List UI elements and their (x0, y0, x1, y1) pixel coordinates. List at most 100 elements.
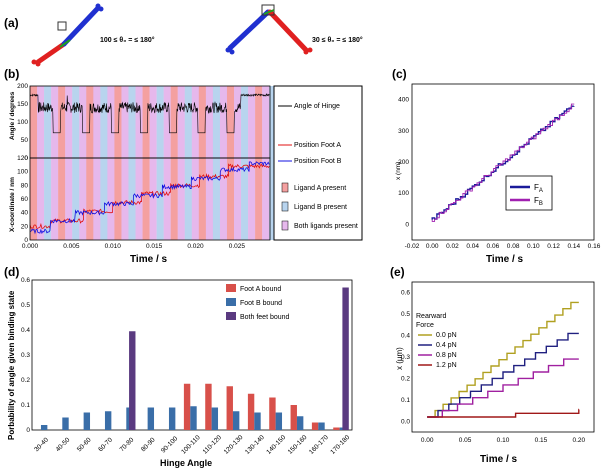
c-x-tick: 0.04 (466, 243, 479, 250)
c-legend: FA FB (505, 175, 553, 211)
legend-ligand-a: Ligand A present (294, 185, 346, 192)
b-bottom-y-tick: 60 (21, 196, 29, 203)
d-legend-b: Foot B bound (240, 300, 282, 307)
panel-d: (d) 0 0.1 0.2 0.3 0.4 0.5 0.6 30-40 40-50 50-60 60… (4, 265, 353, 468)
ligand-band (114, 86, 122, 240)
c-x-tick: 0.10 (527, 243, 540, 250)
b-bottom-y-tick: 40 (21, 210, 29, 217)
d-bar (129, 331, 136, 430)
d-bar (269, 397, 276, 430)
d-x-tick: 120-130 (223, 434, 245, 456)
d-y-tick: 0.5 (21, 302, 30, 309)
panel-d-label: (d) (4, 265, 19, 279)
c-x-tick: 0.06 (487, 243, 500, 250)
hinge-schematic-closed (225, 4, 313, 55)
panel-a-label: (a) (4, 16, 19, 30)
ligand-band (72, 86, 80, 240)
d-x-tick: 40-50 (55, 436, 72, 453)
b-top-y-tick: 50 (21, 137, 29, 144)
d-x-tick: 100-110 (180, 434, 202, 456)
d-bar (333, 427, 340, 430)
foot-position-line (29, 161, 270, 235)
d-x-tick: 50-60 (76, 436, 93, 453)
ligand-band (149, 86, 157, 240)
d-x-tick: 60-70 (97, 436, 114, 453)
ligand-band (135, 86, 143, 240)
b-x-tick: 0.010 (105, 243, 122, 250)
d-legend-c: Both feet bound (240, 314, 290, 321)
d-bar (342, 287, 349, 430)
d-legend: Foot A bound Foot B bound Both feet boun… (226, 284, 290, 321)
e-xlabel: Time / s (480, 454, 517, 465)
ligand-band (234, 86, 242, 240)
b-bottom-y-tick: 0 (24, 237, 28, 244)
e-legend-item: 0.0 pN (436, 332, 457, 339)
panel-c-label: (c) (392, 67, 407, 81)
d-bar (275, 412, 283, 430)
d-bar (296, 416, 304, 430)
b-ylabel-bottom: X-coordinate / nm (9, 177, 16, 232)
ligand-band (86, 86, 94, 240)
d-bar (205, 383, 212, 430)
ligand-band (79, 86, 87, 240)
equation-right: 30 ≤ θ₀ = ≤ 180° (312, 36, 363, 44)
d-x-tick: 70-80 (119, 436, 136, 453)
b-ylabel-top: Angle / degrees (9, 91, 16, 140)
panel-c: (c) 0 100 200 300 400 -0.02 0.00 0.02 0.04 0.06 0.… (392, 67, 601, 265)
c-x-tick: 0.00 (426, 243, 439, 250)
ligand-band (128, 86, 136, 240)
foot-position-line (29, 163, 270, 230)
d-x-tick: 80-90 (140, 436, 157, 453)
ligand-band (170, 86, 178, 240)
b-top-y-tick: 0 (24, 155, 28, 162)
ligand-band (107, 86, 115, 240)
c-y-tick: 300 (398, 128, 409, 135)
d-x-tick: 160-170 (308, 434, 330, 456)
e-legend-title-2: Force (416, 322, 434, 329)
ligand-band (205, 86, 214, 240)
e-x-tick: 0.20 (573, 437, 586, 444)
ligand-band (121, 86, 129, 240)
d-bar (232, 411, 240, 430)
ligand-band (37, 86, 45, 240)
ligand-band (212, 86, 221, 240)
ligand-band (142, 86, 150, 240)
e-y-tick: 0.2 (401, 375, 410, 382)
d-bar (211, 407, 219, 430)
e-series-line (427, 358, 579, 418)
d-bar (290, 405, 297, 430)
e-x-tick: 0.00 (421, 437, 434, 444)
d-x-tick: 170-180 (329, 434, 351, 456)
ligand-band (177, 86, 185, 240)
equation-left: 100 ≤ θ₀ = ≤ 180° (100, 36, 155, 44)
b-legend: Angle of Hinge Position Foot A Position … (273, 85, 363, 241)
c-legend-a: FA (534, 183, 543, 194)
ligand-band (51, 86, 59, 240)
panel-e-label: (e) (390, 265, 405, 279)
b-top-y-tick: 200 (17, 83, 28, 90)
panel-b: (b) Angle / degrees X-coordinate / nm 0 5… (4, 67, 363, 265)
panel-e-plot: 0.0 0.1 0.2 0.3 0.4 0.5 0.6 0.00 0.05 0.10 0.15 0.2… (401, 290, 586, 444)
legend-hinge: Angle of Hinge (294, 103, 340, 110)
d-bar (40, 425, 48, 430)
e-series-line (427, 301, 579, 418)
b-bottom-y-tick: 20 (21, 223, 29, 230)
c-y-tick: 100 (398, 190, 409, 197)
d-xlabel: Hinge Angle (160, 458, 212, 468)
d-bar (226, 386, 233, 430)
e-y-tick: 0.6 (401, 290, 410, 297)
c-x-tick: -0.02 (405, 243, 420, 250)
c-ylabel: x (nm) (395, 162, 402, 180)
legend-both: Both ligands present (294, 223, 358, 230)
c-x-tick: 0.02 (446, 243, 459, 250)
d-y-tick: 0.4 (21, 327, 30, 334)
b-bottom-y-tick: 100 (17, 169, 28, 176)
e-legend-item: 1.2 pN (436, 362, 457, 369)
e-legend-item: 0.4 pN (436, 342, 457, 349)
panel-b-label: (b) (4, 67, 19, 81)
d-y-tick: 0 (26, 427, 30, 434)
c-x-tick: 0.14 (567, 243, 580, 250)
e-ylabel: x (μm) (395, 347, 404, 370)
b-ticks: 0 50 100 150 200 0 20 40 60 80 100 120 0.000 0.005 0.0… (17, 83, 245, 250)
